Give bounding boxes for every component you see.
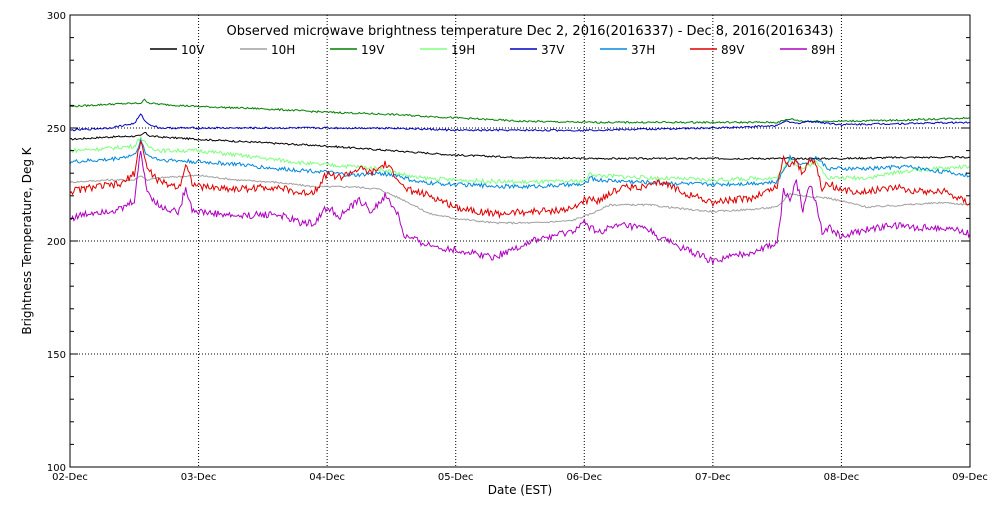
x-tick-label: 08-Dec — [824, 472, 860, 483]
tick-layer: 02-Dec 03-Dec 04-Dec 05-Dec 06-Dec 07-Dec 08-D… — [47, 11, 988, 483]
x-tick-label: 04-Dec — [309, 472, 345, 483]
legend-label-37h: 37H — [631, 43, 655, 57]
legend-label-19h: 19H — [451, 43, 475, 57]
x-tick-label: 09-Dec — [952, 472, 988, 483]
series-line-89h — [69, 150, 971, 265]
grid-layer — [70, 15, 970, 467]
series-line-10v — [69, 132, 971, 161]
series-layer — [69, 98, 971, 265]
legend: 10V 10H 19V 19H 37V 37H 89V 89H — [150, 43, 835, 57]
series-line-37v — [69, 113, 971, 132]
series-line-19v — [69, 98, 971, 124]
legend-label-10v: 10V — [181, 43, 205, 57]
legend-label-89v: 89V — [721, 43, 745, 57]
y-tick-label: 300 — [47, 11, 66, 22]
x-tick-label: 02-Dec — [52, 472, 88, 483]
y-tick-label: 200 — [47, 237, 66, 248]
y-tick-label: 150 — [47, 350, 66, 361]
series-line-89v — [69, 139, 971, 220]
series-line-10h — [69, 174, 971, 225]
x-tick-label: 06-Dec — [566, 472, 602, 483]
legend-label-19v: 19V — [361, 43, 385, 57]
chart-title: Observed microwave brightness temperatur… — [227, 24, 834, 39]
legend-label-37v: 37V — [541, 43, 565, 57]
x-axis-label: Date (EST) — [488, 483, 552, 497]
y-tick-label: 100 — [47, 463, 66, 474]
legend-label-89h: 89H — [811, 43, 835, 57]
y-tick-label: 250 — [47, 124, 66, 135]
x-tick-label: 07-Dec — [695, 472, 731, 483]
series-line-37h — [69, 137, 971, 190]
legend-label-10h: 10H — [271, 43, 295, 57]
y-axis-label: Brightness Temperature, Deg K — [20, 146, 34, 334]
x-tick-label: 03-Dec — [181, 472, 217, 483]
x-tick-label: 05-Dec — [438, 472, 474, 483]
series-line-19h — [69, 135, 971, 186]
